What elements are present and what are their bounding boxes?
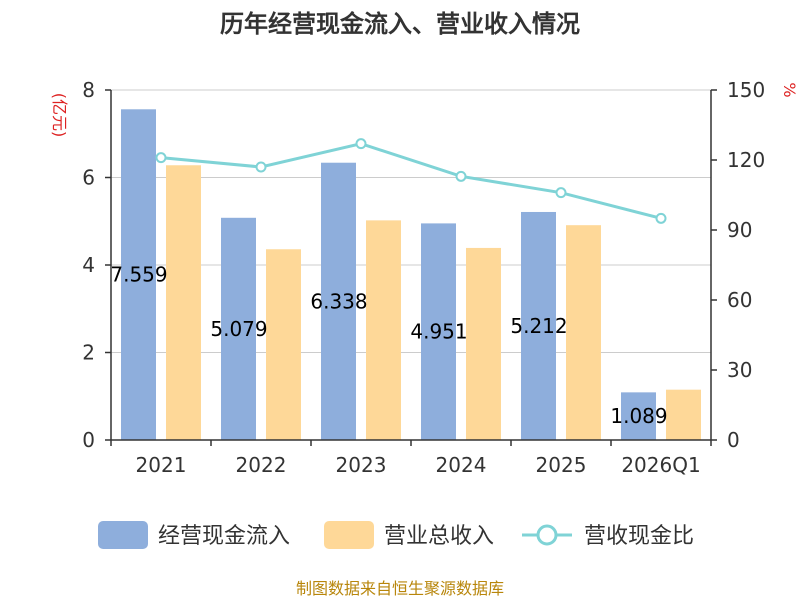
y-left-tick-label: 6: [82, 166, 95, 190]
chart-title: 历年经营现金流入、营业收入情况: [220, 10, 580, 38]
y-left-tick-label: 8: [82, 78, 95, 102]
y-right-tick-label: 60: [727, 288, 752, 312]
ratio-point: [255, 161, 267, 173]
bar-revenue: [466, 247, 501, 440]
y-left-tick-label: 2: [82, 341, 95, 365]
y-right-tick-label: 90: [727, 218, 752, 242]
bar-revenue: [666, 389, 701, 440]
bar-cash-inflow: [521, 211, 556, 440]
legend-label-ratio: 营收现金比: [584, 524, 694, 549]
bar-revenue: [366, 220, 401, 440]
y-left-tick-label: 0: [82, 428, 95, 452]
ratio-line: [160, 142, 662, 220]
bars: [121, 109, 701, 440]
data-label-cash-inflow: 4.951: [410, 320, 467, 344]
ratio-point: [355, 138, 367, 150]
x-tick-label: 2021: [136, 453, 187, 477]
x-tick-label: 2023: [336, 453, 387, 477]
source-note: 制图数据来自恒生聚源数据库: [296, 579, 504, 598]
y-right-tick-label: 120: [727, 148, 765, 172]
data-label-cash-inflow: 5.212: [510, 314, 567, 338]
legend-swatch-revenue: [324, 521, 374, 549]
bar-cash-inflow: [221, 217, 256, 440]
data-label-cash-inflow: 7.559: [110, 263, 167, 287]
bar-revenue: [266, 249, 301, 440]
ratio-point: [155, 152, 167, 164]
ratio-point: [455, 170, 467, 182]
bar-cash-inflow: [121, 109, 156, 440]
legend-marker-ratio: [536, 524, 558, 546]
bar-cash-inflow: [621, 392, 656, 440]
x-tick-label: 2025: [536, 453, 587, 477]
y-right-tick-label: 150: [727, 78, 765, 102]
legend-label-revenue: 营业总收入: [384, 524, 494, 549]
data-label-cash-inflow: 5.079: [210, 317, 267, 341]
ratio-point: [655, 212, 667, 224]
data-label-cash-inflow: 1.089: [610, 404, 667, 428]
y-right-tick-label: 0: [727, 428, 740, 452]
y-left-axis-label: (亿元): [50, 93, 69, 138]
bar-cash-inflow: [421, 223, 456, 440]
legend: 经营现金流入 营业总收入 营收现金比: [98, 521, 694, 549]
ratio-point: [555, 187, 567, 199]
bar-revenue: [166, 165, 201, 440]
axes: 0 2 4 6 8 0 30 60 90 120 150 2021 2022 2023 2024 2025 20…: [82, 78, 765, 477]
x-tick-label: 2024: [436, 453, 487, 477]
y-left-tick-label: 4: [82, 253, 95, 277]
line-series: [155, 138, 667, 224]
y-right-axis-label: %: [780, 82, 799, 97]
bar-cash-inflow: [321, 162, 356, 440]
legend-label-cash-inflow: 经营现金流入: [158, 524, 290, 549]
data-labels: 7.559 5.079 6.338 4.951 5.212 1.089: [110, 263, 667, 429]
data-label-cash-inflow: 6.338: [310, 289, 367, 313]
x-tick-label: 2022: [236, 453, 287, 477]
legend-swatch-cash-inflow: [98, 521, 148, 549]
bar-revenue: [566, 225, 601, 440]
x-tick-label: 2026Q1: [621, 453, 700, 477]
y-right-tick-label: 30: [727, 358, 752, 382]
